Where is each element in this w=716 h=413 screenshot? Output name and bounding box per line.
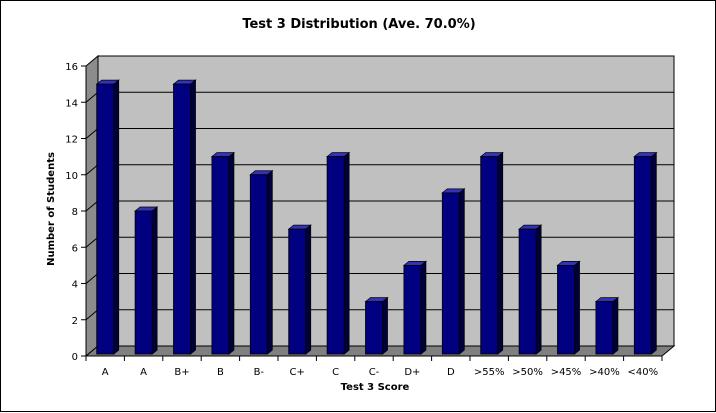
x-tick-label: C+ <box>290 367 305 378</box>
bar-side <box>305 224 312 355</box>
y-gridline-wall <box>85 236 99 248</box>
x-axis-label: Test 3 Score <box>341 382 410 393</box>
bar <box>403 264 422 355</box>
y-tick-label: 16 <box>65 62 78 73</box>
bar <box>288 228 307 355</box>
bar-side <box>228 151 235 355</box>
y-gridline-wall <box>85 128 99 139</box>
x-tick-label: B <box>217 367 224 378</box>
bar-side <box>612 296 619 355</box>
bar-side <box>266 169 273 355</box>
bar-side <box>497 151 504 355</box>
x-tick-label: >50% <box>512 367 543 378</box>
bar <box>480 156 499 355</box>
bar-side <box>420 260 427 355</box>
bar <box>557 264 575 355</box>
y-tick-label: 14 <box>65 98 78 109</box>
chart-title: Test 3 Distribution (Ave. 70.0%) <box>242 17 475 32</box>
bar-side <box>458 188 465 355</box>
x-tick-label: >45% <box>551 367 582 378</box>
bar-side <box>113 79 120 355</box>
bar <box>96 83 115 355</box>
bar-side <box>382 296 388 355</box>
y-tick-label: 10 <box>65 171 78 182</box>
bar-side <box>151 206 158 355</box>
x-tick-label: <40% <box>627 367 658 378</box>
y-gridline-wall <box>85 309 99 321</box>
y-gridline-wall <box>85 91 99 103</box>
bar-side <box>343 151 350 355</box>
bar <box>173 83 191 355</box>
y-gridline-wall <box>85 164 99 176</box>
y-tick-label: 12 <box>65 135 78 146</box>
bar <box>326 156 345 355</box>
plot-area: 0 2 4 6 8 10 12 14 16 A A B+ B B- C+ C C- D+ D >55% >50% >45%… <box>65 54 676 378</box>
bar <box>249 174 268 355</box>
x-tick-label: C- <box>369 367 380 378</box>
bar <box>134 210 153 355</box>
y-tick-label: 6 <box>72 243 78 254</box>
bar <box>518 228 537 355</box>
x-tick-label: D <box>447 367 455 378</box>
y-gridline-wall <box>85 273 99 284</box>
x-tick-label: C <box>332 367 339 378</box>
y-tick-label: 8 <box>72 207 78 218</box>
x-tick-label: B+ <box>174 367 189 378</box>
bar <box>441 192 460 355</box>
bar <box>365 301 383 355</box>
y-tick-label: 0 <box>72 352 78 363</box>
y-axis-label: Number of Students <box>46 152 57 266</box>
x-tick-label: A <box>140 367 147 378</box>
y-tick-label: 2 <box>72 316 78 327</box>
bar-side <box>535 224 542 355</box>
x-tick-label: D+ <box>404 367 420 378</box>
bar <box>211 156 230 355</box>
x-tick-label: A <box>102 367 109 378</box>
y-gridline-wall <box>85 200 99 212</box>
bar <box>633 156 652 355</box>
bar <box>595 301 614 355</box>
x-tick-label: >55% <box>474 367 505 378</box>
x-tick-label: >40% <box>589 367 620 378</box>
bar-side <box>574 260 580 355</box>
y-tick-label: 4 <box>72 280 78 291</box>
x-tick-label: B- <box>254 367 265 378</box>
bar-side <box>190 79 196 355</box>
bar-side <box>650 151 657 355</box>
